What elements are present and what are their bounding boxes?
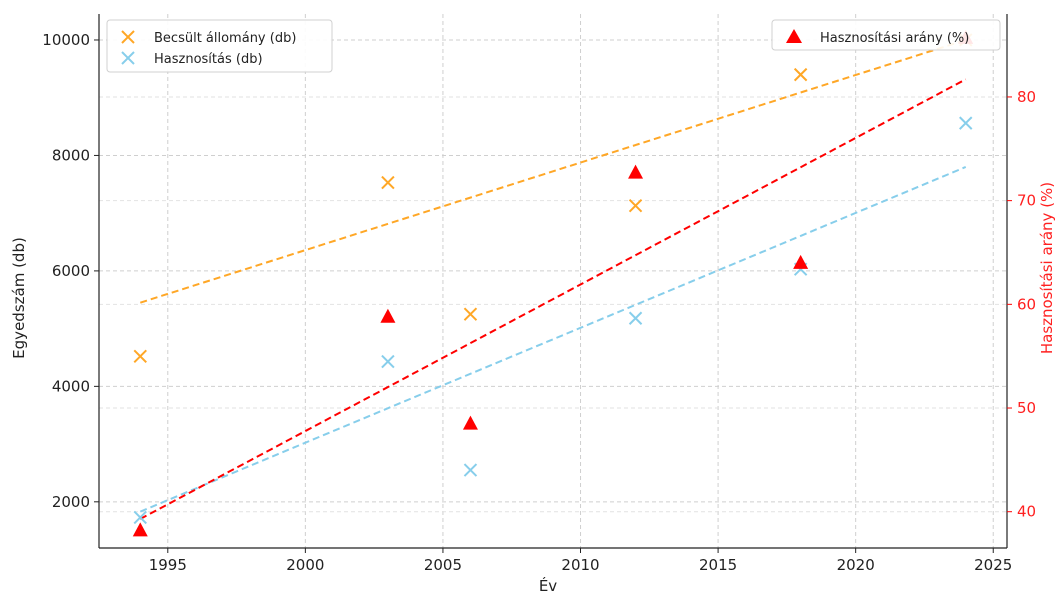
x-tick-label: 2010 — [561, 556, 599, 574]
point-series-0 — [793, 67, 808, 82]
legend-marker-triangle-icon — [786, 29, 802, 43]
point-series-1 — [628, 311, 643, 325]
ticks: 1995 2000 2005 2010 2015 2020 2025 2000 4000 6000… — [42, 31, 1036, 574]
trend-line-2 — [139, 78, 967, 520]
point-series-2 — [462, 415, 478, 430]
legend-label-becsult: Becsült állomány (db) — [154, 31, 296, 46]
trend-line-0 — [139, 39, 967, 304]
point-series-2 — [132, 522, 148, 537]
y-right-tick-label: 60 — [1017, 295, 1036, 313]
y-left-tick-label: 2000 — [52, 493, 90, 511]
trend-line-1 — [139, 166, 967, 513]
y-right-tick-label: 40 — [1017, 503, 1036, 521]
legend-label-arany: Hasznosítási arány (%) — [820, 31, 969, 46]
x-tick-label: 2020 — [837, 556, 875, 574]
y-right-tick-label: 70 — [1017, 192, 1036, 210]
x-tick-label: 2005 — [424, 556, 462, 574]
axes — [98, 14, 1008, 549]
y-axis-right-label: Hasznosítási arány (%) — [1038, 182, 1056, 354]
grid — [99, 14, 1007, 548]
point-series-0 — [133, 349, 147, 364]
x-tick-label: 2025 — [974, 556, 1012, 574]
x-tick-label: 1995 — [149, 556, 187, 574]
legend-left: Becsült állomány (db) Hasznosítás (db) — [106, 19, 333, 73]
y-left-tick-label: 6000 — [52, 262, 90, 280]
y-left-tick-label: 10000 — [42, 31, 90, 49]
x-axis-label: Év — [539, 576, 557, 594]
point-series-1 — [959, 116, 973, 130]
point-series-1 — [381, 354, 395, 369]
x-tick-label: 2015 — [699, 556, 737, 574]
trend-lines — [139, 39, 967, 520]
point-series-2 — [380, 308, 396, 323]
point-series-1 — [133, 510, 147, 525]
point-series-0 — [381, 175, 395, 190]
legend-entry-arany: Hasznosítási arány (%) — [786, 29, 969, 46]
point-series-0 — [463, 307, 478, 321]
point-series-2 — [628, 164, 644, 179]
legend-label-hasznositas: Hasznosítás (db) — [154, 52, 263, 67]
y-axis-left-label: Egyedszám (db) — [10, 237, 28, 359]
legend-right: Hasznosítási arány (%) — [771, 19, 1001, 51]
point-series-0 — [628, 198, 643, 213]
legend-marker-hasznositas-x-icon — [121, 51, 135, 65]
data-points — [132, 29, 974, 537]
x-tick-label: 2000 — [286, 556, 324, 574]
y-right-tick-label: 80 — [1017, 88, 1036, 106]
legend-entry-becsult: Becsült állomány (db) — [121, 30, 296, 46]
legend-entry-hasznositas: Hasznosítás (db) — [121, 51, 263, 67]
point-series-2 — [793, 254, 809, 269]
y-left-tick-label: 8000 — [52, 146, 90, 164]
point-series-1 — [463, 463, 478, 477]
legend-marker-becsult-x-icon — [121, 30, 135, 44]
y-left-tick-label: 4000 — [52, 377, 90, 395]
y-right-tick-label: 50 — [1017, 399, 1036, 417]
